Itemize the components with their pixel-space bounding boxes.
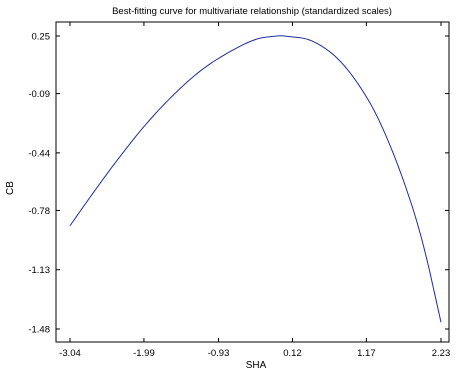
x-tick-label: 0.12 xyxy=(283,348,302,359)
y-axis-label: CB xyxy=(5,181,16,195)
plot-area xyxy=(55,21,450,343)
chart-title: Best-fitting curve for multivariate rela… xyxy=(112,6,392,17)
x-tick-label: 1.17 xyxy=(357,348,376,359)
y-tick-label: -0.09 xyxy=(28,89,50,100)
series-line xyxy=(69,35,442,323)
y-tick-label: 0.25 xyxy=(32,32,51,43)
y-axis-ticks: 0.25 -0.09 -0.44 -0.78 -1.13 -1.48 xyxy=(28,32,449,336)
plot-frame xyxy=(55,21,450,343)
y-tick-label: -0.78 xyxy=(28,206,50,217)
x-tick-label: -1.99 xyxy=(133,348,155,359)
y-tick-label: -0.44 xyxy=(28,148,50,159)
series-layer xyxy=(69,35,442,323)
x-axis-ticks: -3.04 -1.99 -0.93 0.12 1.17 2.23 xyxy=(59,22,450,359)
x-tick-label: -0.93 xyxy=(208,348,230,359)
x-tick-label: -3.04 xyxy=(59,348,81,359)
x-axis-label: SHA xyxy=(246,360,267,371)
y-tick-label: -1.13 xyxy=(28,265,50,276)
x-tick-label: 2.23 xyxy=(432,348,451,359)
y-tick-label: -1.48 xyxy=(28,325,50,336)
